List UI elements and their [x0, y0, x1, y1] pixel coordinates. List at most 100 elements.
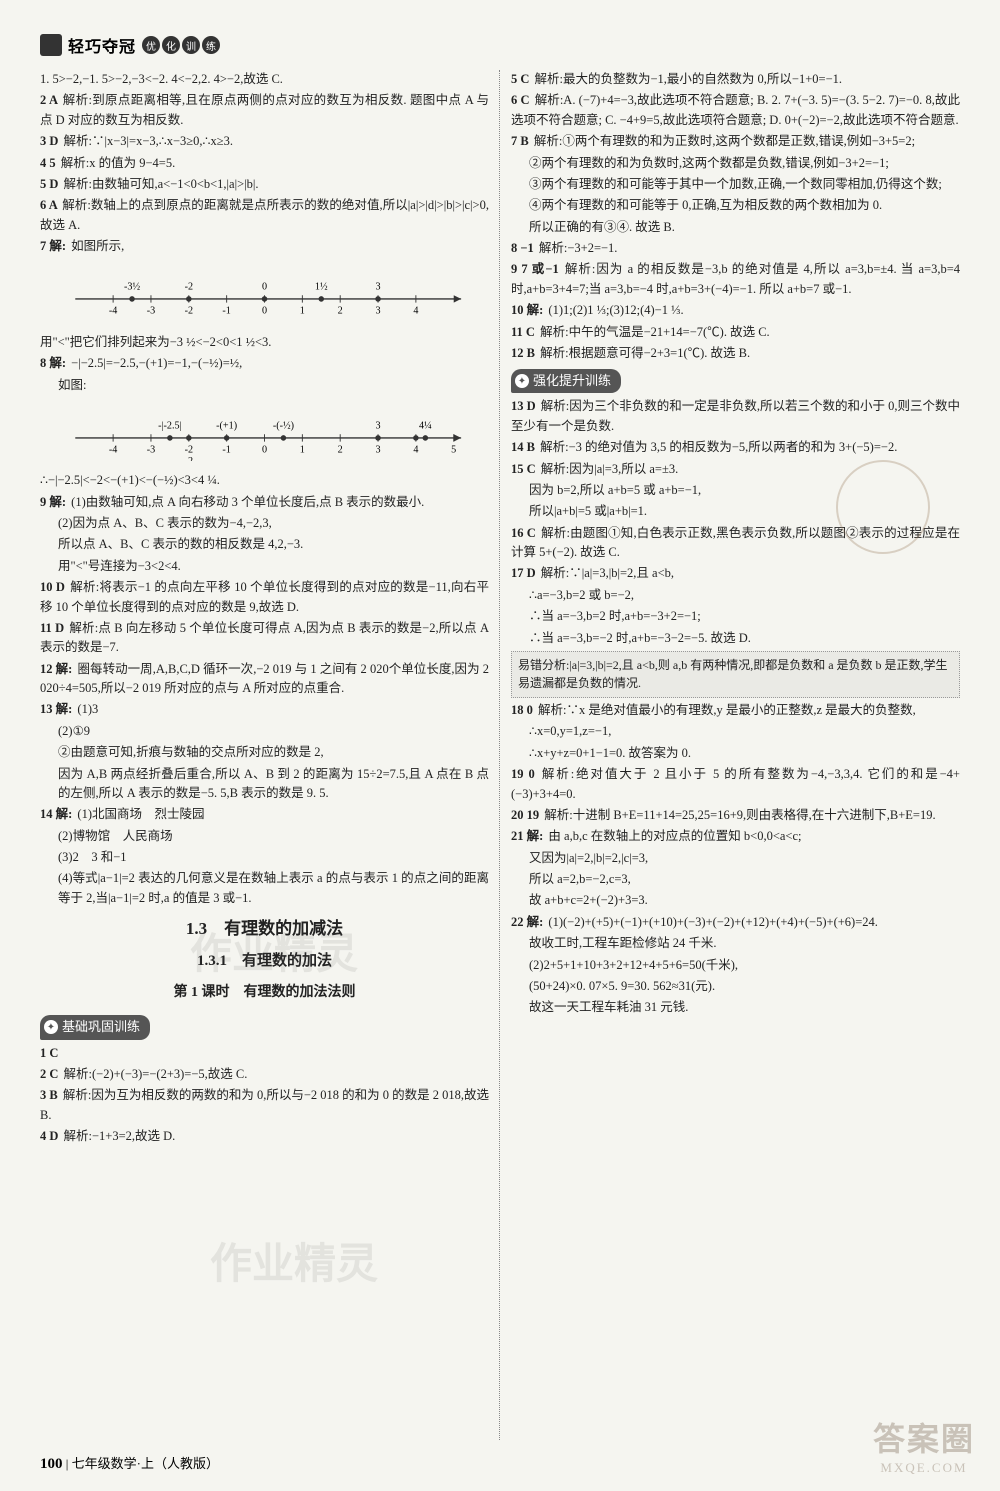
entry-number: 4 5 — [40, 156, 59, 170]
answer-entry: 3 D 解析:∵|x−3|=x−3,∴x−3≥0,∴x≥3. — [40, 132, 489, 151]
answer-entry: 12 解: 圈每转动一周,A,B,C,D 循环一次,−2 019 与 1 之间有… — [40, 660, 489, 699]
entry-text: 解析:∵|a|=3,|b|=2,且 a<b, — [541, 566, 674, 580]
entry-text: 所以正确的有③④. 故选 B. — [529, 220, 675, 234]
answer-entry: 8 −1 解析:−3+2=−1. — [511, 239, 960, 258]
content-columns: 1. 5>−2,−1. 5>−2,−3<−2. 4<−2,2. 4>−2,故选 … — [40, 70, 960, 1440]
entry-text: 解析:中午的气温是−21+14=−7(℃). 故选 C. — [540, 325, 770, 339]
answer-entry: 7 B 解析:①两个有理数的和为正数时,这两个数都是正数,错误,例如−3+5=2… — [511, 132, 960, 151]
entry-number: 3 D — [40, 134, 62, 148]
entry-text: 解析:因为|a|=3,所以 a=±3. — [541, 462, 678, 476]
answer-entry: 13 D 解析:因为三个非负数的和一定是非负数,所以若三个数的和小于 0,则三个… — [511, 397, 960, 436]
entry-text: 由 a,b,c 在数轴上的对应点的位置知 b<0,0<a<c; — [548, 829, 801, 843]
entry-number: 8 解: — [40, 356, 69, 370]
svg-text:-3: -3 — [147, 445, 155, 456]
section-h1: 1.3 有理数的加减法 — [40, 916, 489, 942]
entry-text: 1. 5>−2,−1. 5>−2,−3<−2. 4<−2,2. 4>−2,故选 … — [40, 72, 283, 86]
answer-entry: ②由题意可知,折痕与数轴的交点所对应的数是 2, — [40, 743, 489, 762]
entry-number: 6 C — [511, 93, 533, 107]
entry-number: 22 解: — [511, 915, 546, 929]
svg-text:4¼: 4¼ — [419, 421, 432, 432]
entry-number: 17 D — [511, 566, 539, 580]
answer-entry: 8 解: −|−2.5|=−2.5,−(+1)=−1,−(−½)=½, — [40, 354, 489, 373]
answer-entry: 用"<"号连接为−3<2<4. — [40, 557, 489, 576]
answer-entry: 10 解: (1)1;(2)1 ⅓;(3)12;(4)−1 ⅓. — [511, 301, 960, 320]
left-column: 1. 5>−2,−1. 5>−2,−3<−2. 4<−2,2. 4>−2,故选 … — [40, 70, 489, 1440]
section-h3: 第 1 课时 有理数的加法法则 — [40, 982, 489, 1004]
answer-entry: 6 C 解析:A. (−7)+4=−3,故此选项不符合题意; B. 2. 7+(… — [511, 91, 960, 130]
answer-entry: (2)因为点 A、B、C 表示的数为−4,−2,3, — [40, 514, 489, 533]
entry-text: (1)(−2)+(+5)+(−1)+(+10)+(−3)+(−2)+(+12)+… — [548, 915, 877, 929]
entry-number: 3 B — [40, 1088, 61, 1102]
answer-entry: 又因为|a|=2,|b|=2,|c|=3, — [511, 849, 960, 868]
answer-entry: ∴当 a=−3,b=2 时,a+b=−3+2=−1; — [511, 607, 960, 626]
answer-entry: 所以|a+b|=5 或|a+b|=1. — [511, 502, 960, 521]
answer-entry: 9 解: (1)由数轴可知,点 A 向右移动 3 个单位长度后,点 B 表示的数… — [40, 493, 489, 512]
entry-text: 因为 A,B 两点经折叠后重合,所以 A、B 到 2 的距离为 15÷2=7.5… — [58, 767, 489, 800]
entry-number: 12 B — [511, 346, 538, 360]
svg-text:-2: -2 — [185, 456, 193, 461]
answer-entry: 17 D 解析:∵|a|=3,|b|=2,且 a<b, — [511, 564, 960, 583]
number-line-1: -4-3-2-101234-3½-201½3 — [40, 262, 489, 322]
entry-number: 18 0 — [511, 703, 536, 717]
entry-text: (1)3 — [77, 702, 98, 716]
answer-entry: (3)2 3 和−1 — [40, 848, 489, 867]
entry-text: ②由题意可知,折痕与数轴的交点所对应的数是 2, — [58, 745, 324, 759]
entry-text: (1)由数轴可知,点 A 向右移动 3 个单位长度后,点 B 表示的数最小. — [71, 495, 424, 509]
answer-entry: ∴x=0,y=1,z=−1, — [511, 722, 960, 741]
answer-entry: 3 B 解析:因为互为相反数的两数的和为 0,所以与−2 018 的和为 0 的… — [40, 1086, 489, 1125]
entry-number: 7 解: — [40, 239, 69, 253]
answer-entry: 故收工时,工程车距检修站 24 千米. — [511, 934, 960, 953]
svg-text:1: 1 — [300, 306, 305, 317]
svg-text:-|-2.5|: -|-2.5| — [158, 421, 182, 432]
entry-text: 解析:因为互为相反数的两数的和为 0,所以与−2 018 的和为 0 的数是 2… — [40, 1088, 489, 1121]
entry-text: ∴当 a=−3,b=−2 时,a+b=−3−2=−5. 故选 D. — [529, 631, 751, 645]
answer-entry: 因为 b=2,所以 a+b=5 或 a+b=−1, — [511, 481, 960, 500]
entry-number: 5 D — [40, 177, 62, 191]
answer-entry: 所以点 A、B、C 表示的数的相反数是 4,2,−3. — [40, 535, 489, 554]
answer-entry: 13 解: (1)3 — [40, 700, 489, 719]
entry-text: (4)等式|a−1|=2 表达的几何意义是在数轴上表示 a 的点与表示 1 的点… — [58, 871, 489, 904]
answer-entry: 22 解: (1)(−2)+(+5)+(−1)+(+10)+(−3)+(−2)+… — [511, 913, 960, 932]
svg-text:3: 3 — [375, 421, 380, 432]
entry-text: 解析:−3 的绝对值为 3,5 的相反数为−5,所以两者的和为 3+(−5)=−… — [540, 440, 897, 454]
svg-text:2: 2 — [338, 306, 343, 317]
entry-text: ③两个有理数的和可能等于其中一个加数,正确,一个数同零相加,仍得这个数; — [529, 177, 942, 191]
entry-text: 解析:根据题意可得−2+3=1(℃). 故选 B. — [540, 346, 750, 360]
entry-text: ∴a=−3,b=2 或 b=−2, — [529, 588, 634, 602]
entry-text: 解析:由题图①知,白色表示正数,黑色表示负数,所以题图②表示的过程应是在计算 5… — [511, 526, 960, 559]
svg-text:3: 3 — [375, 306, 380, 317]
svg-text:4: 4 — [413, 306, 418, 317]
svg-text:-1: -1 — [222, 306, 230, 317]
right-column: 5 C 解析:最大的负整数为−1,最小的自然数为 0,所以−1+0=−1. 6 C… — [511, 70, 960, 1440]
svg-text:-2: -2 — [185, 282, 193, 293]
entry-number: 13 D — [511, 399, 539, 413]
entry-text: 所以点 A、B、C 表示的数的相反数是 4,2,−3. — [58, 537, 303, 551]
svg-text:1½: 1½ — [315, 282, 328, 293]
answer-entry: 14 解: (1)北国商场 烈士陵园 — [40, 805, 489, 824]
entry-text: ∴x+y+z=0+1−1=0. 故答案为 0. — [529, 746, 691, 760]
entry-text: 解析:到原点距离相等,且在原点两侧的点对应的数互为相反数. 题图中点 A 与点 … — [40, 93, 489, 126]
entry-number: 13 解: — [40, 702, 75, 716]
section-h2: 1.3.1 有理数的加法 — [40, 950, 489, 973]
answer-entry: 1. 5>−2,−1. 5>−2,−3<−2. 4<−2,2. 4>−2,故选 … — [40, 70, 489, 89]
answer-entry: 11 C 解析:中午的气温是−21+14=−7(℃). 故选 C. — [511, 323, 960, 342]
pill: 化 — [162, 36, 180, 54]
entry-text: 故收工时,工程车距检修站 24 千米. — [529, 936, 717, 950]
entry-number: 15 C — [511, 462, 539, 476]
answer-entry: 11 D 解析:点 B 向左移动 5 个单位长度可得点 A,因为点 B 表示的数… — [40, 619, 489, 658]
answer-entry: 2 C 解析:(−2)+(−3)=−(2+3)=−5,故选 C. — [40, 1065, 489, 1084]
entry-text: (2)因为点 A、B、C 表示的数为−4,−2,3, — [58, 516, 272, 530]
badge-label: 强化提升训练 — [533, 371, 611, 391]
entry-text: 如图: — [58, 378, 86, 392]
entry-text: 因为 b=2,所以 a+b=5 或 a+b=−1, — [529, 483, 701, 497]
logo-text: 答案圈 — [873, 1414, 975, 1460]
page-number: 100 — [40, 1456, 63, 1472]
entry-text: 故这一天工程车耗油 31 元钱. — [529, 1000, 688, 1014]
entry-text: ④两个有理数的和可能等于 0,正确,互为相反数的两个数相加为 0. — [529, 198, 882, 212]
entry-text: 解析:因为 a 的相反数是−3,b 的绝对值是 4,所以 a=3,b=±4. 当… — [511, 262, 960, 295]
entry-text: 圈每转动一周,A,B,C,D 循环一次,−2 019 与 1 之间有 2 020… — [40, 662, 489, 695]
answer-entry: (2)2+5+1+10+3+2+12+4+5+6=50(千米), — [511, 956, 960, 975]
answer-entry: 5 C 解析:最大的负整数为−1,最小的自然数为 0,所以−1+0=−1. — [511, 70, 960, 89]
entry-number: 11 D — [40, 621, 67, 635]
entry-text: 又因为|a|=2,|b|=2,|c|=3, — [529, 851, 648, 865]
